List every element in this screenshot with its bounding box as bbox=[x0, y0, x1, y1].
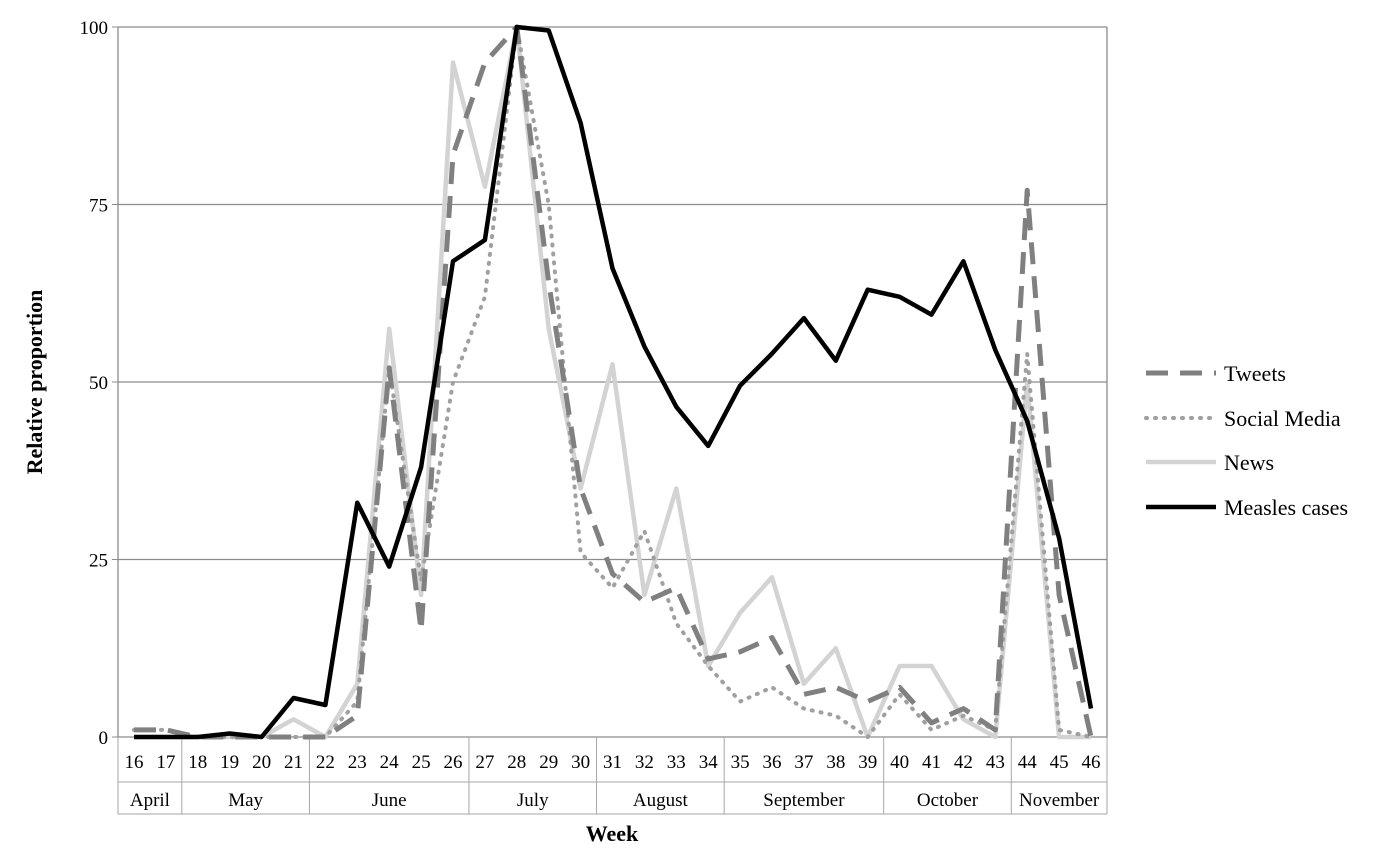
month-label-october: October bbox=[917, 790, 979, 811]
x-tick-label-week-17: 17 bbox=[156, 752, 175, 773]
x-axis-title: Week bbox=[586, 821, 639, 846]
legend: Tweets Social Media News Measles cases bbox=[1144, 361, 1348, 520]
legend-label-news: News bbox=[1224, 450, 1274, 475]
series-lines bbox=[132, 24, 1094, 740]
legend-label-measles-cases: Measles cases bbox=[1224, 495, 1348, 520]
x-tick-label-week-18: 18 bbox=[188, 752, 207, 773]
month-label-september: September bbox=[763, 790, 845, 811]
x-tick-label-week-25: 25 bbox=[412, 752, 431, 773]
x-tick-label-week-24: 24 bbox=[380, 752, 400, 773]
y-tick-label: 75 bbox=[89, 196, 108, 217]
x-tick-label-week-46: 46 bbox=[1082, 752, 1101, 773]
month-label-june: June bbox=[372, 790, 407, 811]
x-tick-label-week-30: 30 bbox=[571, 752, 590, 773]
month-label-april: April bbox=[130, 790, 170, 811]
x-tick-label-week-34: 34 bbox=[699, 752, 719, 773]
y-tick-label: 0 bbox=[99, 728, 109, 749]
gridlines bbox=[118, 26, 1107, 561]
x-tick-label-week-33: 33 bbox=[667, 752, 686, 773]
y-tick-label: 50 bbox=[89, 373, 108, 394]
x-tick-label-week-36: 36 bbox=[763, 752, 782, 773]
x-tick-label-week-41: 41 bbox=[922, 752, 941, 773]
x-tick-label-week-28: 28 bbox=[507, 752, 526, 773]
x-tick-label-week-23: 23 bbox=[348, 752, 367, 773]
month-label-november: November bbox=[1019, 790, 1100, 811]
axes: 0 25 50 75 100 16 17 18 19 20 21 22 23 24 25 26 27 28 29 30… bbox=[80, 18, 1108, 815]
y-axis-title: Relative proportion bbox=[22, 290, 47, 475]
month-label-may: May bbox=[228, 790, 263, 811]
legend-label-social-media: Social Media bbox=[1224, 406, 1341, 431]
series-line-tweets bbox=[134, 24, 1094, 740]
x-tick-label-week-22: 22 bbox=[316, 752, 335, 773]
x-tick-label-week-27: 27 bbox=[475, 752, 494, 773]
x-tick-label-week-42: 42 bbox=[954, 752, 973, 773]
y-tick-label: 100 bbox=[80, 18, 109, 39]
series-line-news bbox=[134, 24, 1091, 740]
x-tick-label-week-29: 29 bbox=[539, 752, 558, 773]
x-tick-label-week-19: 19 bbox=[220, 752, 239, 773]
x-tick-label-week-35: 35 bbox=[731, 752, 750, 773]
x-tick-label-week-40: 40 bbox=[890, 752, 909, 773]
x-tick-label-week-21: 21 bbox=[284, 752, 303, 773]
month-label-july: July bbox=[517, 790, 549, 811]
x-tick-label-week-16: 16 bbox=[124, 752, 143, 773]
month-label-august: August bbox=[633, 790, 689, 811]
x-tick-label-week-45: 45 bbox=[1050, 752, 1069, 773]
x-tick-label-week-44: 44 bbox=[1018, 752, 1038, 773]
y-tick-label: 25 bbox=[89, 551, 108, 572]
x-tick-label-week-20: 20 bbox=[252, 752, 271, 773]
legend-label-tweets: Tweets bbox=[1224, 361, 1286, 386]
x-tick-label-week-39: 39 bbox=[858, 752, 877, 773]
x-tick-label-week-31: 31 bbox=[603, 752, 622, 773]
x-tick-label-week-38: 38 bbox=[826, 752, 845, 773]
series-line-measles-cases bbox=[134, 24, 1094, 740]
series-line-social-media bbox=[132, 25, 1093, 739]
x-tick-label-week-43: 43 bbox=[986, 752, 1005, 773]
x-tick-label-week-26: 26 bbox=[443, 752, 462, 773]
x-tick-label-week-37: 37 bbox=[794, 752, 813, 773]
x-tick-label-week-32: 32 bbox=[635, 752, 654, 773]
